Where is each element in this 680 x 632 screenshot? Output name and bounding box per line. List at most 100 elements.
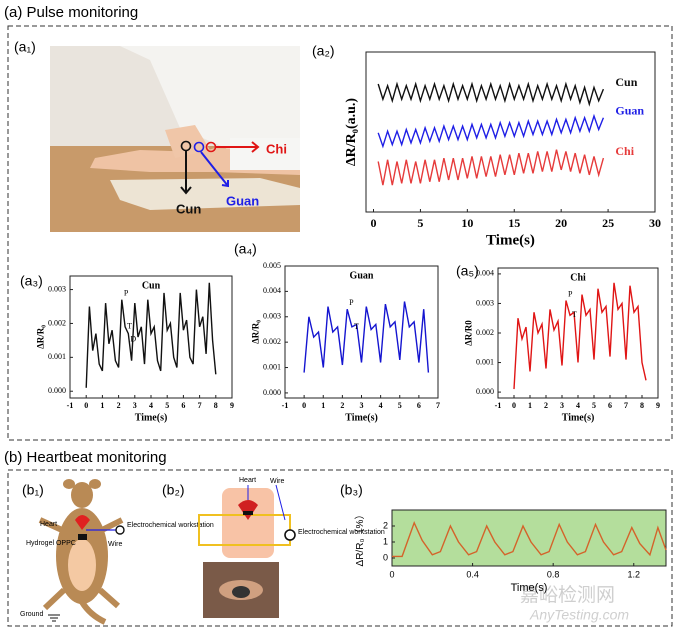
point-label: Chi bbox=[266, 141, 287, 156]
x-tick-label: 0.4 bbox=[466, 569, 479, 579]
x-tick-label: 6 bbox=[608, 401, 612, 410]
diagram-label: Heart bbox=[40, 521, 57, 528]
diagram-label: Wire bbox=[270, 478, 284, 485]
y-tick-label: 0.001 bbox=[263, 362, 281, 371]
x-tick-label: 1 bbox=[100, 401, 104, 410]
arrow bbox=[200, 151, 229, 188]
x-tick-label: 6 bbox=[181, 401, 185, 410]
x-tick-label: 0 bbox=[302, 401, 306, 410]
photo bbox=[50, 46, 300, 232]
x-tick-label: 15 bbox=[508, 216, 520, 230]
annotation: T bbox=[354, 322, 359, 331]
panel-frame bbox=[7, 25, 673, 441]
heart-diagram bbox=[198, 484, 296, 618]
legend-label: Guan bbox=[615, 103, 644, 117]
x-tick-label: 4 bbox=[379, 401, 383, 410]
x-tick-label: 1 bbox=[528, 401, 532, 410]
x-tick-label: 3 bbox=[133, 401, 137, 410]
data-line bbox=[513, 282, 647, 390]
legend-label: Chi bbox=[615, 144, 634, 158]
x-tick-label: 8 bbox=[214, 401, 218, 410]
panel-frame bbox=[7, 469, 673, 627]
plot-frame bbox=[365, 51, 656, 213]
data-line bbox=[377, 81, 605, 107]
diagram-label: Wire bbox=[108, 541, 122, 548]
x-tick-label: 1.2 bbox=[628, 569, 641, 579]
x-tick-label: 9 bbox=[656, 401, 660, 410]
rat-illustration bbox=[38, 479, 125, 625]
x-tick-label: 7 bbox=[436, 401, 440, 410]
data-line bbox=[377, 149, 605, 186]
y-tick-label: 0.004 bbox=[476, 269, 494, 278]
annotation: P bbox=[124, 289, 129, 298]
point-marker bbox=[180, 140, 192, 152]
section-title: (b) Heartbeat monitoring bbox=[4, 449, 167, 466]
x-tick-label: 10 bbox=[461, 216, 473, 230]
x-axis-label: Time(s) bbox=[345, 412, 378, 423]
arrow bbox=[216, 141, 260, 153]
y-tick-label: 0.002 bbox=[48, 318, 66, 327]
annotation: T bbox=[127, 322, 132, 331]
y-axis-label: ΔR/R₀（%） bbox=[354, 510, 366, 567]
panel-label: (a₄) bbox=[234, 241, 257, 257]
x-tick-label: 0.8 bbox=[547, 569, 560, 579]
y-tick-label: 0.003 bbox=[263, 312, 281, 321]
y-axis-label: ΔR/R₀ bbox=[250, 320, 260, 344]
x-tick-label: 0 bbox=[389, 569, 394, 579]
y-tick-label: 0.000 bbox=[48, 386, 66, 395]
chart-title: Guan bbox=[350, 270, 374, 281]
y-tick-label: 0.003 bbox=[476, 298, 494, 307]
x-tick-label: 5 bbox=[165, 401, 169, 410]
panel-label: (b₂) bbox=[162, 482, 185, 498]
x-tick-label: 30 bbox=[649, 216, 661, 230]
y-tick-label: 2 bbox=[383, 520, 388, 530]
x-tick-label: 5 bbox=[592, 401, 596, 410]
point-marker bbox=[193, 141, 205, 153]
y-tick-label: 0 bbox=[383, 552, 388, 562]
data-line bbox=[377, 113, 605, 149]
x-tick-label: 8 bbox=[640, 401, 644, 410]
x-tick-label: -1 bbox=[495, 401, 502, 410]
annotation: P bbox=[568, 289, 573, 298]
x-tick-label: 3 bbox=[360, 401, 364, 410]
plot-frame bbox=[69, 275, 233, 399]
x-tick-label: 4 bbox=[576, 401, 580, 410]
y-tick-label: 0.000 bbox=[476, 387, 494, 396]
legend-label: Cun bbox=[615, 75, 637, 89]
diagram-label: Electrochemical workstation bbox=[127, 522, 214, 529]
y-tick-label: 0.005 bbox=[263, 261, 281, 270]
y-tick-label: 0.004 bbox=[263, 286, 281, 295]
y-tick-label: 0.001 bbox=[476, 357, 494, 366]
chart-title: Cun bbox=[142, 280, 161, 291]
annotation: D bbox=[130, 334, 136, 343]
x-tick-label: 9 bbox=[230, 401, 234, 410]
x-axis-label: Time(s) bbox=[486, 232, 535, 248]
data-line bbox=[392, 520, 667, 558]
y-tick-label: 0.000 bbox=[263, 388, 281, 397]
y-tick-label: 0.003 bbox=[48, 284, 66, 293]
plot-frame bbox=[497, 267, 659, 399]
x-axis-label: Time(s) bbox=[562, 412, 595, 423]
x-tick-label: 25 bbox=[602, 216, 614, 230]
x-tick-label: 1 bbox=[321, 401, 325, 410]
diagram-label: Heart bbox=[239, 477, 256, 484]
panel-label: (b₃) bbox=[340, 482, 363, 498]
x-tick-label: 7 bbox=[624, 401, 628, 410]
point-marker bbox=[205, 141, 217, 153]
x-tick-label: 0 bbox=[371, 216, 377, 230]
point-label: Cun bbox=[176, 201, 201, 216]
y-tick-label: 0.002 bbox=[263, 337, 281, 346]
x-tick-label: 2 bbox=[340, 401, 344, 410]
annotation: P bbox=[349, 298, 354, 307]
x-tick-label: 0 bbox=[512, 401, 516, 410]
chart-title: Chi bbox=[570, 272, 586, 283]
x-tick-label: 3 bbox=[560, 401, 564, 410]
panel-label: (a₃) bbox=[20, 273, 43, 289]
panel-label: (a₁) bbox=[14, 39, 36, 55]
annotation: T bbox=[572, 310, 577, 319]
x-axis-label: Time(s) bbox=[135, 412, 168, 423]
y-tick-label: 0.002 bbox=[476, 328, 494, 337]
y-axis-label: ΔR/R0 bbox=[463, 320, 473, 346]
y-tick-label: 0.001 bbox=[48, 352, 66, 361]
